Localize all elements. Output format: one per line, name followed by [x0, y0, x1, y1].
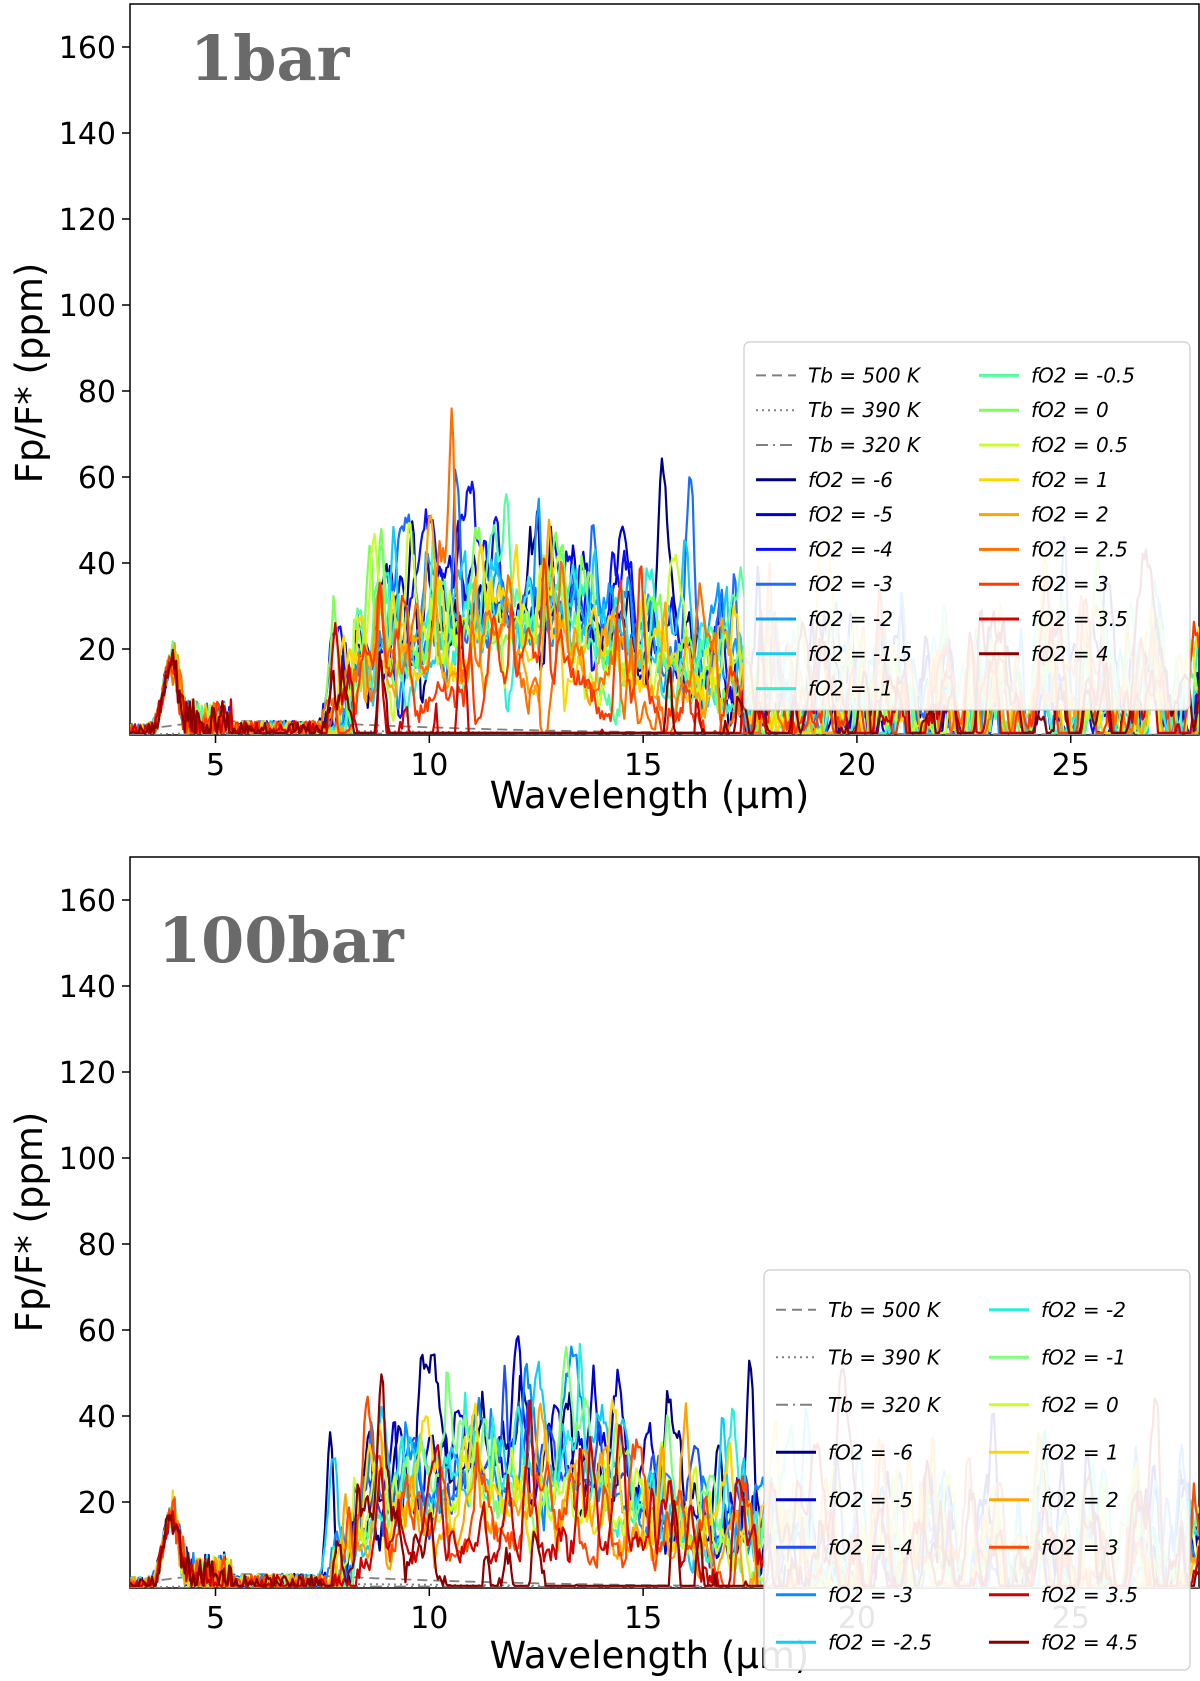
legend-label: fO2 = -5 [808, 503, 893, 527]
y-tick-label: 140 [59, 970, 116, 1005]
legend-label: Tb = 500 K [808, 363, 922, 387]
legend-label: fO2 = -4 [828, 1535, 913, 1559]
legend-label: fO2 = -2.5 [828, 1630, 932, 1654]
y-tick-label: 120 [59, 203, 116, 238]
y-tick-label: 80 [78, 1228, 116, 1263]
legend-label: Tb = 320 K [828, 1393, 942, 1417]
legend-label: fO2 = 3 [1031, 572, 1109, 596]
x-tick-label: 5 [206, 748, 225, 783]
legend-label: fO2 = 2.5 [1031, 537, 1128, 561]
legend-label: fO2 = -1 [1041, 1345, 1126, 1369]
y-axis-label: Fp/F* (ppm) [8, 1112, 51, 1333]
legend-label: Tb = 500 K [828, 1298, 942, 1322]
legend: Tb = 500 K Tb = 390 K Tb = 320 K fO2 = -6 fO… [743, 341, 1191, 711]
y-tick-label: 20 [78, 633, 116, 668]
legend-label: Tb = 320 K [808, 433, 922, 457]
legend-label: fO2 = -3 [808, 572, 893, 596]
legend-label: fO2 = 0 [1041, 1393, 1119, 1417]
legend: Tb = 500 K Tb = 390 K Tb = 320 K fO2 = -6 fO… [763, 1269, 1191, 1671]
legend-label: fO2 = 4.5 [1041, 1630, 1138, 1654]
panel-100bar: 51015202520406080100120140160Wavelength … [8, 856, 1200, 1677]
y-tick-label: 40 [78, 547, 116, 582]
legend-label: fO2 = -0.5 [1031, 363, 1135, 387]
x-tick-label: 20 [838, 748, 876, 783]
x-tick-label: 25 [1052, 748, 1090, 783]
legend-label: fO2 = -6 [828, 1440, 913, 1464]
y-tick-label: 20 [78, 1486, 116, 1521]
legend-label: fO2 = 1 [1041, 1440, 1119, 1464]
legend-label: fO2 = 0 [1031, 398, 1109, 422]
legend-label: Tb = 390 K [828, 1345, 942, 1369]
legend-label: fO2 = 1 [1031, 468, 1109, 492]
legend-label: fO2 = 3.5 [1041, 1583, 1138, 1607]
legend-label: fO2 = -2 [808, 607, 893, 631]
legend-label: fO2 = -4 [808, 537, 893, 561]
y-tick-label: 160 [59, 884, 116, 919]
legend-box [743, 341, 1191, 711]
y-tick-label: 100 [59, 1142, 116, 1177]
x-tick-label: 15 [624, 1601, 662, 1636]
x-axis-label: Wavelength (μm) [490, 774, 810, 817]
y-tick-label: 100 [59, 289, 116, 324]
legend-label: fO2 = 2 [1041, 1488, 1119, 1512]
legend-box [763, 1269, 1191, 1671]
y-tick-label: 80 [78, 375, 116, 410]
legend-label: fO2 = 4 [1031, 642, 1109, 666]
legend-label: fO2 = -6 [808, 468, 893, 492]
legend-label: fO2 = -1 [808, 677, 893, 701]
panel-1bar: 5 10 15 20 25 20 40 60 80 100 120 140 160 Wavelength … [8, 3, 1200, 817]
x-axis-label: Wavelength (μm) [490, 1634, 810, 1677]
legend-label: fO2 = -1.5 [808, 642, 912, 666]
y-tick-label: 60 [78, 461, 116, 496]
y-tick-label: 140 [59, 117, 116, 152]
legend-label: fO2 = 2 [1031, 503, 1109, 527]
panel-title: 100bar [158, 904, 405, 977]
series-line-16 [130, 548, 1199, 734]
x-tick-label: 15 [624, 748, 662, 783]
y-axis-label: Fp/F* (ppm) [8, 263, 51, 484]
x-tick-label: 10 [410, 748, 448, 783]
legend-label: Tb = 390 K [808, 398, 922, 422]
legend-label: fO2 = 0.5 [1031, 433, 1128, 457]
legend-label: fO2 = -3 [828, 1583, 913, 1607]
legend-label: fO2 = 3 [1041, 1535, 1119, 1559]
y-tick-label: 120 [59, 1056, 116, 1091]
y-tick-label: 160 [59, 31, 116, 66]
x-tick-label: 10 [410, 1601, 448, 1636]
panel-title: 1bar [190, 22, 351, 95]
x-tick-label: 5 [206, 1601, 225, 1636]
y-tick-label: 40 [78, 1400, 116, 1435]
legend-label: fO2 = 3.5 [1031, 607, 1128, 631]
legend-label: fO2 = -5 [828, 1488, 913, 1512]
legend-label: fO2 = -2 [1041, 1298, 1126, 1322]
y-tick-label: 60 [78, 1314, 116, 1349]
